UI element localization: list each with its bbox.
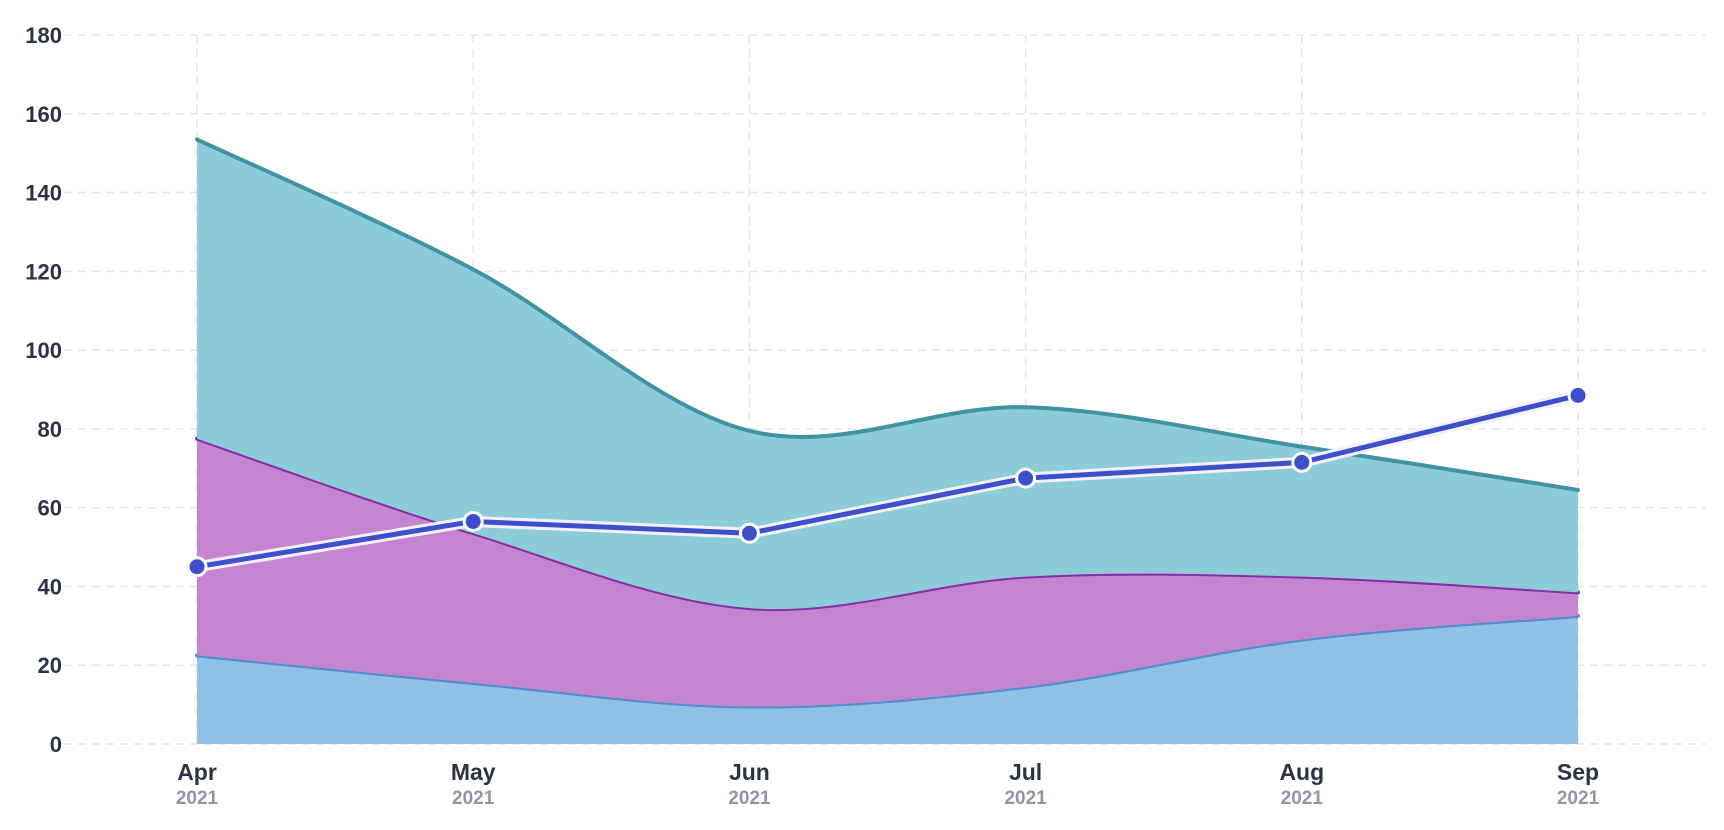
area-series-1 (197, 615, 1578, 744)
x-tick-year: 2021 (452, 788, 495, 809)
line-point-jul (1015, 467, 1037, 489)
x-tick-year: 2021 (176, 788, 219, 809)
line-series (194, 392, 1581, 570)
area-layers (195, 137, 1580, 744)
y-tick-label: 140 (25, 181, 62, 206)
x-tick-label: Jul (1009, 759, 1042, 785)
x-tick-label: Sep (1557, 759, 1599, 785)
line-point-aug (1291, 451, 1313, 473)
area-series-3-edge (195, 137, 1580, 492)
y-tick-label: 0 (50, 732, 62, 757)
x-tick-year: 2021 (728, 788, 771, 809)
y-tick-label: 80 (38, 417, 62, 442)
x-tick-year: 2021 (1004, 788, 1047, 809)
line-point-apr (186, 556, 208, 578)
y-tick-label: 60 (38, 496, 62, 521)
y-tick-label: 120 (25, 259, 62, 284)
y-tick-label: 160 (25, 102, 62, 127)
y-axis: 0 20 40 60 80 100 120 140 160 180 (25, 23, 62, 757)
area-series-2 (197, 438, 1578, 707)
x-tick-label: Apr (177, 759, 217, 785)
line-point-may (462, 510, 484, 532)
x-tick-year: 2021 (1281, 788, 1324, 809)
y-tick-label: 100 (25, 338, 62, 363)
x-tick-label: Aug (1279, 759, 1324, 785)
line-point-sep (1567, 384, 1589, 406)
y-tick-label: 180 (25, 23, 62, 48)
x-axis: Apr 2021 May 2021 Jun 2021 Jul 2021 Aug 2021 Sep 20… (176, 759, 1600, 809)
x-tick-label: May (451, 759, 496, 785)
line-layer (186, 384, 1589, 578)
y-tick-label: 40 (38, 574, 62, 599)
x-tick-label: Jun (729, 759, 770, 785)
y-tick-label: 20 (38, 653, 62, 678)
area-series-3 (197, 139, 1578, 610)
line-point-jun (738, 522, 760, 544)
x-tick-year: 2021 (1557, 788, 1600, 809)
